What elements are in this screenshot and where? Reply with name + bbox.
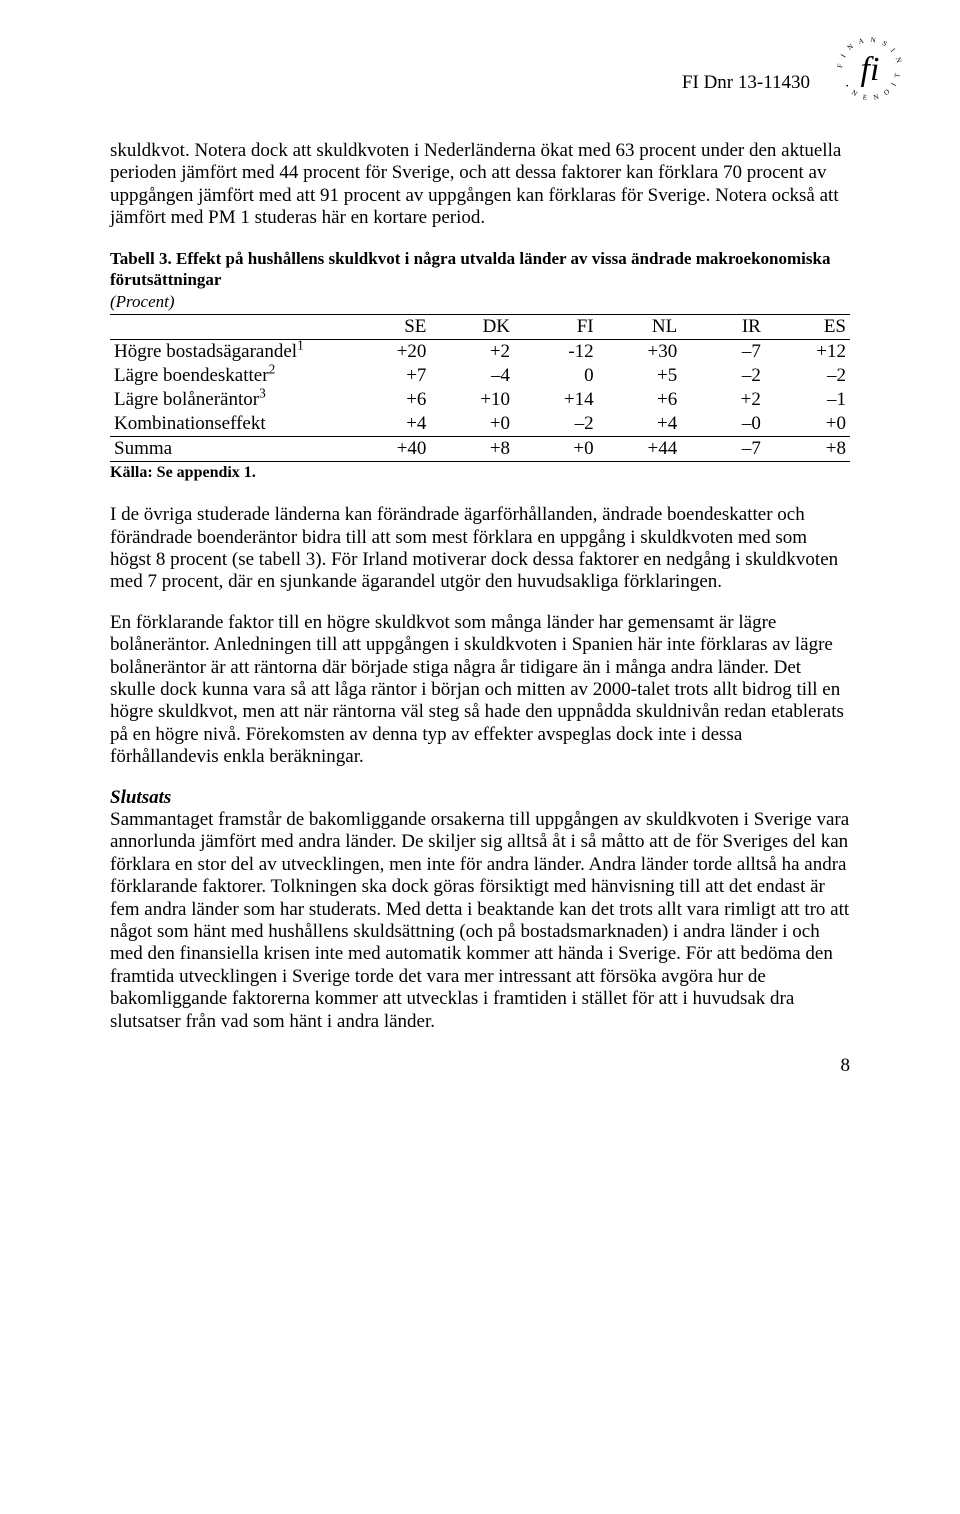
cell: –4 — [430, 364, 514, 388]
cell: –2 — [681, 364, 765, 388]
cell: +30 — [598, 340, 682, 365]
cell: 0 — [514, 364, 598, 388]
cell: +20 — [347, 340, 431, 365]
cell: +7 — [347, 364, 431, 388]
row-label: Lägre boendeskatter2 — [110, 364, 347, 388]
cell: –1 — [765, 388, 850, 412]
cell: –0 — [681, 412, 765, 437]
cell: +44 — [598, 437, 682, 462]
col-header: ES — [765, 315, 850, 340]
row-label: Summa — [110, 437, 347, 462]
cell: +8 — [765, 437, 850, 462]
table-block: Tabell 3. Effekt på hushållens skuldkvot… — [110, 248, 850, 483]
table-row: Lägre boendeskatter2 +7 –4 0 +5 –2 –2 — [110, 364, 850, 388]
cell: –2 — [514, 412, 598, 437]
cell: +12 — [765, 340, 850, 365]
table-source: Källa: Se appendix 1. — [110, 464, 850, 482]
cell: +8 — [430, 437, 514, 462]
cell: +10 — [430, 388, 514, 412]
paragraph-body: En förklarande faktor till en högre skul… — [110, 612, 850, 769]
page-header: FI Dnr 13-11430 F I N A N S I N S P E K … — [110, 60, 850, 110]
paragraph-body: I de övriga studerade länderna kan förän… — [110, 504, 850, 594]
section-heading: Slutsats — [110, 787, 171, 808]
data-table: SE DK FI NL IR ES Högre bostadsägarandel… — [110, 314, 850, 462]
svg-text:fi: fi — [861, 51, 880, 88]
row-label: Högre bostadsägarandel1 — [110, 340, 347, 365]
cell: +5 — [598, 364, 682, 388]
col-header — [110, 315, 347, 340]
cell: +2 — [430, 340, 514, 365]
row-label: Lägre bolåneräntor3 — [110, 388, 347, 412]
agency-logo: F I N A N S I N S P E K • N E N O I T fi — [830, 30, 910, 110]
col-header: DK — [430, 315, 514, 340]
table-header-row: SE DK FI NL IR ES — [110, 315, 850, 340]
col-header: IR — [681, 315, 765, 340]
cell: –7 — [681, 437, 765, 462]
col-header: SE — [347, 315, 431, 340]
table-title: Tabell 3. Effekt på hushållens skuldkvot… — [110, 248, 850, 291]
cell: -12 — [514, 340, 598, 365]
cell: –7 — [681, 340, 765, 365]
cell: +0 — [514, 437, 598, 462]
slutsats-section: Slutsats Sammantaget framstår de bakomli… — [110, 787, 850, 1033]
cell: +0 — [430, 412, 514, 437]
cell: +4 — [598, 412, 682, 437]
cell: +40 — [347, 437, 431, 462]
cell: +2 — [681, 388, 765, 412]
diary-number: FI Dnr 13-11430 — [682, 72, 810, 94]
col-header: FI — [514, 315, 598, 340]
paragraph-body: Sammantaget framstår de bakomliggande or… — [110, 809, 849, 1032]
cell: +6 — [347, 388, 431, 412]
table-row: Högre bostadsägarandel1 +20 +2 -12 +30 –… — [110, 340, 850, 365]
page-number: 8 — [841, 1055, 851, 1077]
table-sum-row: Summa +40 +8 +0 +44 –7 +8 — [110, 437, 850, 462]
table-unit: (Procent) — [110, 292, 850, 312]
paragraph-intro: skuldkvot. Notera dock att skuldkvoten i… — [110, 140, 850, 230]
table-row: Kombinationseffekt +4 +0 –2 +4 –0 +0 — [110, 412, 850, 437]
cell: +14 — [514, 388, 598, 412]
col-header: NL — [598, 315, 682, 340]
cell: +0 — [765, 412, 850, 437]
table-row: Lägre bolåneräntor3 +6 +10 +14 +6 +2 –1 — [110, 388, 850, 412]
cell: –2 — [765, 364, 850, 388]
row-label: Kombinationseffekt — [110, 412, 347, 437]
cell: +4 — [347, 412, 431, 437]
document-page: FI Dnr 13-11430 F I N A N S I N S P E K … — [0, 0, 960, 1101]
cell: +6 — [598, 388, 682, 412]
